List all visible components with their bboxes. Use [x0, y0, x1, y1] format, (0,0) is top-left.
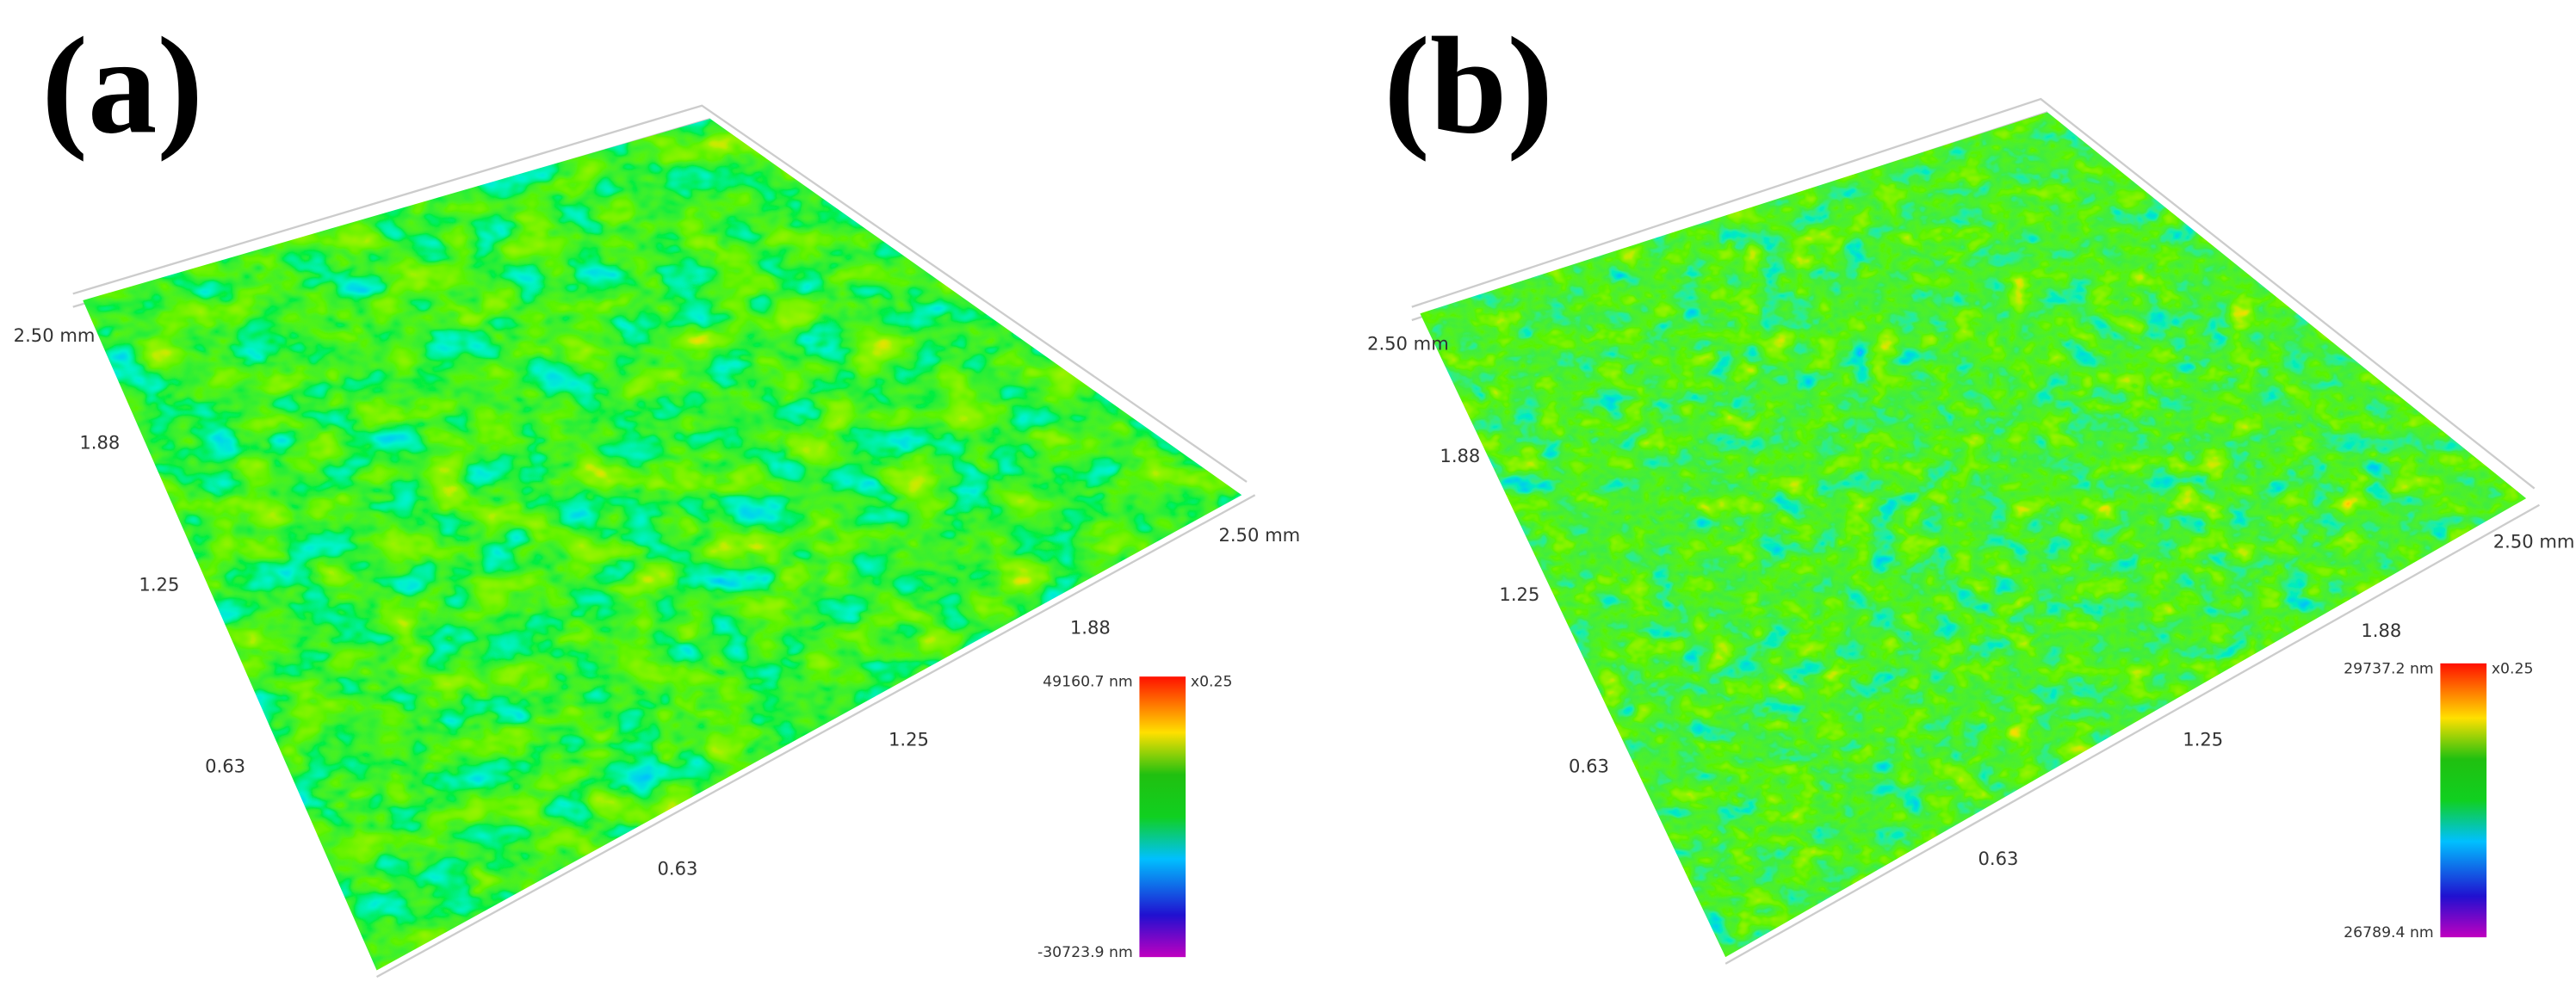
surface-a [83, 119, 1242, 971]
x-tick-label: 2.50 mm [1218, 524, 1300, 546]
x-tick-label: 1.88 [2361, 620, 2401, 641]
y-tick-label: 1.88 [1440, 445, 1480, 466]
y-tick-label: 1.25 [1499, 583, 1539, 605]
y-tick-label: 2.50 mm [14, 324, 96, 346]
colorbar-max: 29737.2 nm [2344, 660, 2434, 677]
y-tick-label: 1.88 [79, 432, 120, 454]
colorbar-min: -30723.9 nm [1037, 944, 1133, 961]
colorbar-scale: x0.25 [2492, 660, 2534, 677]
x-tick-label: 0.63 [658, 857, 698, 879]
x-tick-label: 1.25 [2183, 729, 2223, 750]
y-tick-label: 0.63 [1569, 755, 1609, 776]
panel-label: (a) [41, 8, 203, 162]
panel-label: (b) [1384, 8, 1553, 162]
colorbar-min: 26789.4 nm [2344, 924, 2434, 941]
x-tick-label: 0.63 [1978, 848, 2019, 869]
y-tick-label: 2.50 mm [1367, 333, 1449, 355]
colorbar-max: 49160.7 nm [1043, 674, 1133, 691]
colorbar-b [2440, 663, 2487, 938]
colorbar-scale: x0.25 [1191, 674, 1233, 691]
surface-b [1420, 112, 2527, 958]
y-tick-label: 1.25 [139, 573, 179, 595]
x-tick-label: 1.25 [889, 729, 929, 750]
y-tick-label: 0.63 [205, 755, 245, 776]
x-tick-label: 1.88 [1070, 616, 1111, 638]
x-tick-label: 2.50 mm [2493, 531, 2575, 552]
colorbar-a [1139, 676, 1186, 958]
